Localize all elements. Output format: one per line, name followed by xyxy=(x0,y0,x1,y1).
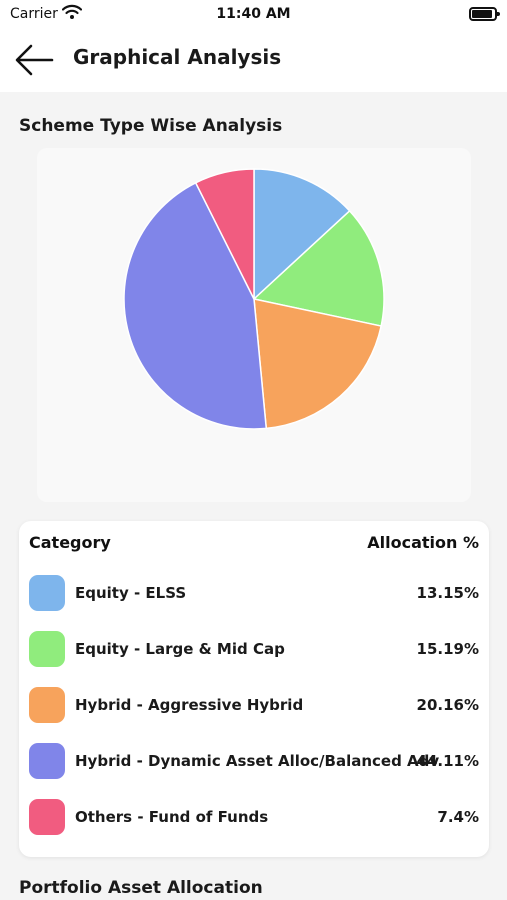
color-swatch xyxy=(29,631,65,667)
table-row: Others - Fund of Funds 7.4% xyxy=(19,797,489,837)
category-label: Equity - ELSS xyxy=(75,584,187,602)
allocation-value: 44.11% xyxy=(416,752,479,770)
allocation-value: 20.16% xyxy=(416,696,479,714)
category-label: Hybrid - Aggressive Hybrid xyxy=(75,696,304,714)
color-swatch xyxy=(29,687,65,723)
pie-chart-card xyxy=(37,148,471,502)
color-swatch xyxy=(29,575,65,611)
table-row: Hybrid - Aggressive Hybrid 20.16% xyxy=(19,685,489,725)
allocation-table: Category Allocation % Equity - ELSS 13.1… xyxy=(19,521,489,857)
pie-chart xyxy=(123,168,385,430)
portfolio-allocation-title: Portfolio Asset Allocation xyxy=(19,878,263,898)
wifi-icon xyxy=(61,4,83,24)
clock-time: 11:40 AM xyxy=(216,6,291,22)
pie-slice[interactable] xyxy=(253,168,351,301)
pie-slice[interactable] xyxy=(252,209,385,327)
allocation-value: 7.4% xyxy=(437,808,479,826)
table-row: Equity - Large & Mid Cap 15.19% xyxy=(19,629,489,669)
back-button[interactable] xyxy=(12,40,56,80)
category-label: Equity - Large & Mid Cap xyxy=(75,640,285,658)
pie-slice[interactable] xyxy=(123,181,268,430)
allocation-value: 13.15% xyxy=(416,584,479,602)
scheme-analysis-title: Scheme Type Wise Analysis xyxy=(19,116,283,136)
category-header: Category xyxy=(29,533,111,552)
status-bar: Carrier 11:40 AM xyxy=(0,0,507,28)
pie-slice[interactable] xyxy=(253,298,383,430)
pie-slice[interactable] xyxy=(194,168,255,300)
color-swatch xyxy=(29,743,65,779)
page-title: Graphical Analysis xyxy=(73,45,282,69)
navigation-bar: Graphical Analysis xyxy=(0,28,507,92)
category-label: Hybrid - Dynamic Asset Alloc/Balanced Ad… xyxy=(75,752,440,770)
battery-icon xyxy=(469,7,500,21)
category-label: Others - Fund of Funds xyxy=(75,808,269,826)
allocation-value: 15.19% xyxy=(416,640,479,658)
carrier-label: Carrier xyxy=(10,6,58,22)
color-swatch xyxy=(29,799,65,835)
table-row: Hybrid - Dynamic Asset Alloc/Balanced Ad… xyxy=(19,741,489,781)
allocation-header: Allocation % xyxy=(367,533,479,552)
table-row: Equity - ELSS 13.15% xyxy=(19,573,489,613)
back-arrow-icon xyxy=(15,44,54,76)
